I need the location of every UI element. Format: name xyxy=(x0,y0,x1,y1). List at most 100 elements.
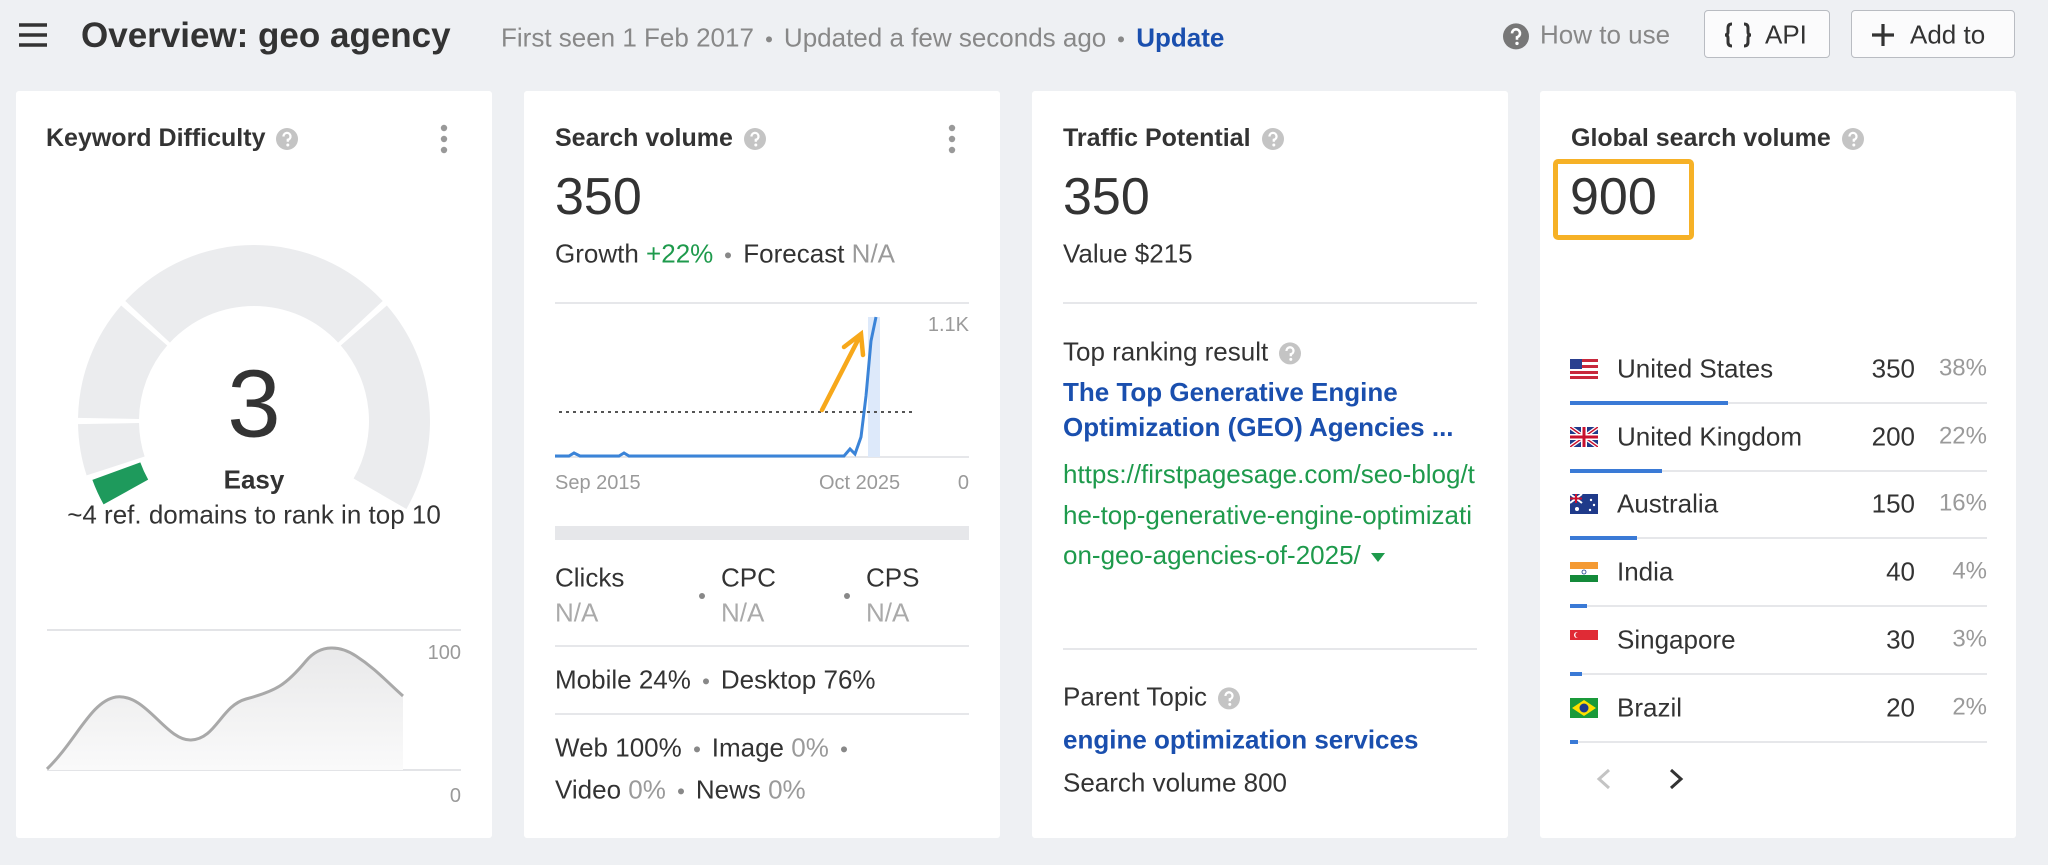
country-share: 2% xyxy=(1952,693,1987,721)
menu-icon[interactable] xyxy=(18,20,48,50)
share-bar xyxy=(1570,536,1637,541)
device-value: 24% xyxy=(638,664,691,695)
device-line: Mobile 24% Desktop 76% xyxy=(555,664,876,695)
chart-end-label: Oct 2025 xyxy=(819,472,901,494)
share-bar xyxy=(1570,739,1579,744)
serp-value: 0% xyxy=(768,774,806,805)
section-label: Top ranking result xyxy=(1063,336,1302,367)
add-button[interactable]: Add to xyxy=(1851,10,2015,58)
separator-dot xyxy=(699,593,705,599)
global-value: 900 xyxy=(1570,167,1657,226)
more-menu[interactable] xyxy=(947,124,957,154)
chart-min-label: 0 xyxy=(449,785,461,807)
first-seen-text: First seen 1 Feb 2017 xyxy=(501,22,754,53)
serp-line: Web 100% Image 0% xyxy=(555,732,859,763)
country-name: India xyxy=(1617,556,1674,587)
card-title: Search volume xyxy=(555,123,767,153)
search-volume-card: Search volume 350 Growth +22% Forecast N/… xyxy=(524,91,1000,838)
help-icon[interactable] xyxy=(743,127,767,151)
serp-label: Image xyxy=(711,732,784,763)
device-label: Desktop xyxy=(720,664,817,695)
more-menu[interactable] xyxy=(439,124,449,154)
metric-label: CPS xyxy=(866,562,920,593)
country-name: United States xyxy=(1617,353,1774,384)
growth-value: +22% xyxy=(646,238,714,269)
help-icon[interactable] xyxy=(1217,687,1241,711)
device-label: Mobile xyxy=(555,664,632,695)
metric-label: Clicks xyxy=(555,562,625,593)
card-title-text: Global search volume xyxy=(1571,124,1831,152)
divider-bar xyxy=(555,526,969,540)
kd-trend-area xyxy=(47,647,403,770)
help-icon[interactable] xyxy=(1261,127,1285,151)
country-name: Brazil xyxy=(1617,691,1683,722)
separator xyxy=(555,713,969,715)
card-title-text: Search volume xyxy=(555,124,733,152)
metric-value: N/A xyxy=(866,597,910,628)
update-link[interactable]: Update xyxy=(1136,22,1225,53)
serp-value: 0% xyxy=(791,732,829,763)
how-to-use-text: How to use xyxy=(1540,19,1671,50)
url-text: https://firstpagesage.com/seo-blog/the-t… xyxy=(1063,459,1475,570)
api-text: API xyxy=(1765,19,1807,50)
api-button[interactable]: API xyxy=(1704,10,1830,58)
section-label-text: Top ranking result xyxy=(1063,336,1269,367)
traffic-potential-card: Traffic Potential 350 Value $215 Top ran… xyxy=(1032,91,1508,838)
metric-value: N/A xyxy=(555,597,599,628)
country-name: Singapore xyxy=(1617,624,1736,655)
chart-max-label: 1.1K xyxy=(927,314,969,336)
country-name: United Kingdom xyxy=(1617,421,1802,452)
card-title-text: Keyword Difficulty xyxy=(46,124,266,152)
separator-dot xyxy=(693,746,700,753)
top-result-title[interactable]: The Top Generative Engine Optimization (… xyxy=(1063,377,1454,442)
tp-value: 350 xyxy=(1063,167,1150,226)
share-bar xyxy=(1570,671,1583,676)
row-separator xyxy=(1570,402,1987,404)
plus-icon xyxy=(1872,24,1894,46)
country-name: Australia xyxy=(1617,488,1719,519)
country-volume: 150 xyxy=(1871,488,1915,519)
parent-topic[interactable]: engine optimization services xyxy=(1063,724,1419,755)
help-icon[interactable] xyxy=(1841,127,1865,151)
device-value: 76% xyxy=(823,664,876,695)
country-share: 16% xyxy=(1938,489,1987,517)
separator-dot xyxy=(840,746,847,753)
separator xyxy=(1063,648,1477,650)
gauge-segment xyxy=(78,305,168,419)
serp-line: Video 0% News 0% xyxy=(555,774,806,805)
country-flag xyxy=(1570,494,1598,515)
forecast-value: N/A xyxy=(851,238,896,269)
chart-min-label: 0 xyxy=(957,472,969,494)
serp-value: 0% xyxy=(628,774,666,805)
parent-volume: Search volume 800 xyxy=(1063,767,1288,798)
share-bar xyxy=(1570,401,1729,405)
growth-arrow xyxy=(819,329,866,413)
separator-dot xyxy=(1118,36,1125,43)
help-icon xyxy=(1503,23,1529,50)
prev-page[interactable] xyxy=(1594,767,1614,791)
separator xyxy=(1063,302,1477,304)
country-flag xyxy=(1570,629,1598,650)
top-result-url[interactable]: https://firstpagesage.com/seo-blog/the-t… xyxy=(1063,454,1479,576)
kd-trend-line xyxy=(45,646,404,771)
country-flag xyxy=(1570,359,1598,379)
updated-text: Updated a few seconds ago xyxy=(783,22,1107,53)
help-icon[interactable] xyxy=(1278,342,1302,366)
country-share: 3% xyxy=(1952,625,1987,653)
country-share: 22% xyxy=(1938,422,1987,450)
share-bar xyxy=(1570,468,1662,473)
separator-dot xyxy=(677,788,684,795)
card-title: Global search volume xyxy=(1571,123,1865,153)
dropdown-caret[interactable] xyxy=(1369,550,1387,564)
forecast-band xyxy=(868,317,880,457)
kd-graphics xyxy=(45,244,461,771)
separator-dot xyxy=(844,593,850,599)
kd-score: 3 xyxy=(227,350,281,458)
country-flag xyxy=(1570,697,1598,718)
row-separator xyxy=(1570,537,1987,540)
next-page[interactable] xyxy=(1666,767,1686,791)
how-to-use[interactable]: How to use xyxy=(1502,19,1670,50)
growth-label: Growth xyxy=(555,238,639,269)
help-icon[interactable] xyxy=(275,127,299,151)
first-seen: First seen 1 Feb 2017 Updated a few secon… xyxy=(501,22,1224,53)
